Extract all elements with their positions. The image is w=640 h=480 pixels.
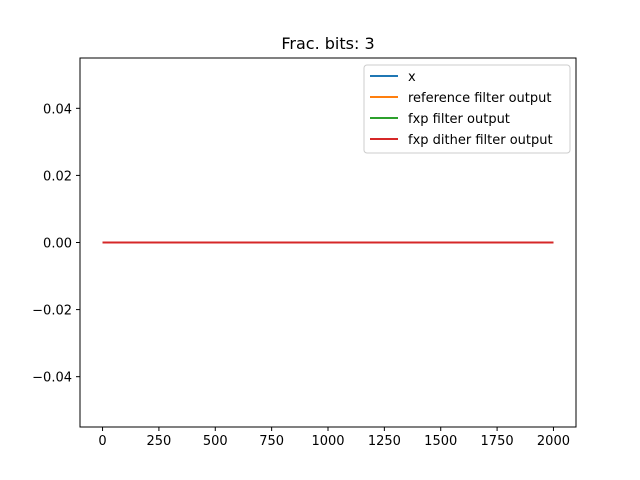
x-tick-label: 750 [259,434,284,449]
legend-box [363,64,571,154]
legend-label: reference filter output [408,91,551,106]
y-tick-label: 0.02 [43,169,72,184]
x-tick-label: 1750 [481,434,514,449]
legend-label: fxp dither filter output [408,133,553,148]
legend-label: x [408,70,416,85]
x-tick-label: 500 [203,434,228,449]
x-tick-label: 250 [146,434,171,449]
x-tick-label: 1250 [368,434,401,449]
y-tick-label: 0.04 [43,102,72,117]
x-tick-label: 2000 [537,434,570,449]
legend-label: fxp filter output [408,112,510,127]
x-axis: 0 250 500 750 1000 1250 1500 1750 2000 [98,427,570,449]
legend: x reference filter output fxp filter outpu… [363,64,571,154]
chart-title: Frac. bits: 3 [281,34,374,53]
y-tick-label: −0.04 [32,371,72,386]
y-axis: −0.04 −0.02 0.00 0.02 0.04 [32,102,80,386]
y-tick-label: 0.00 [43,237,72,252]
x-tick-label: 1000 [311,434,344,449]
y-tick-label: −0.02 [32,304,72,319]
x-tick-label: 0 [98,434,106,449]
x-tick-label: 1500 [424,434,457,449]
